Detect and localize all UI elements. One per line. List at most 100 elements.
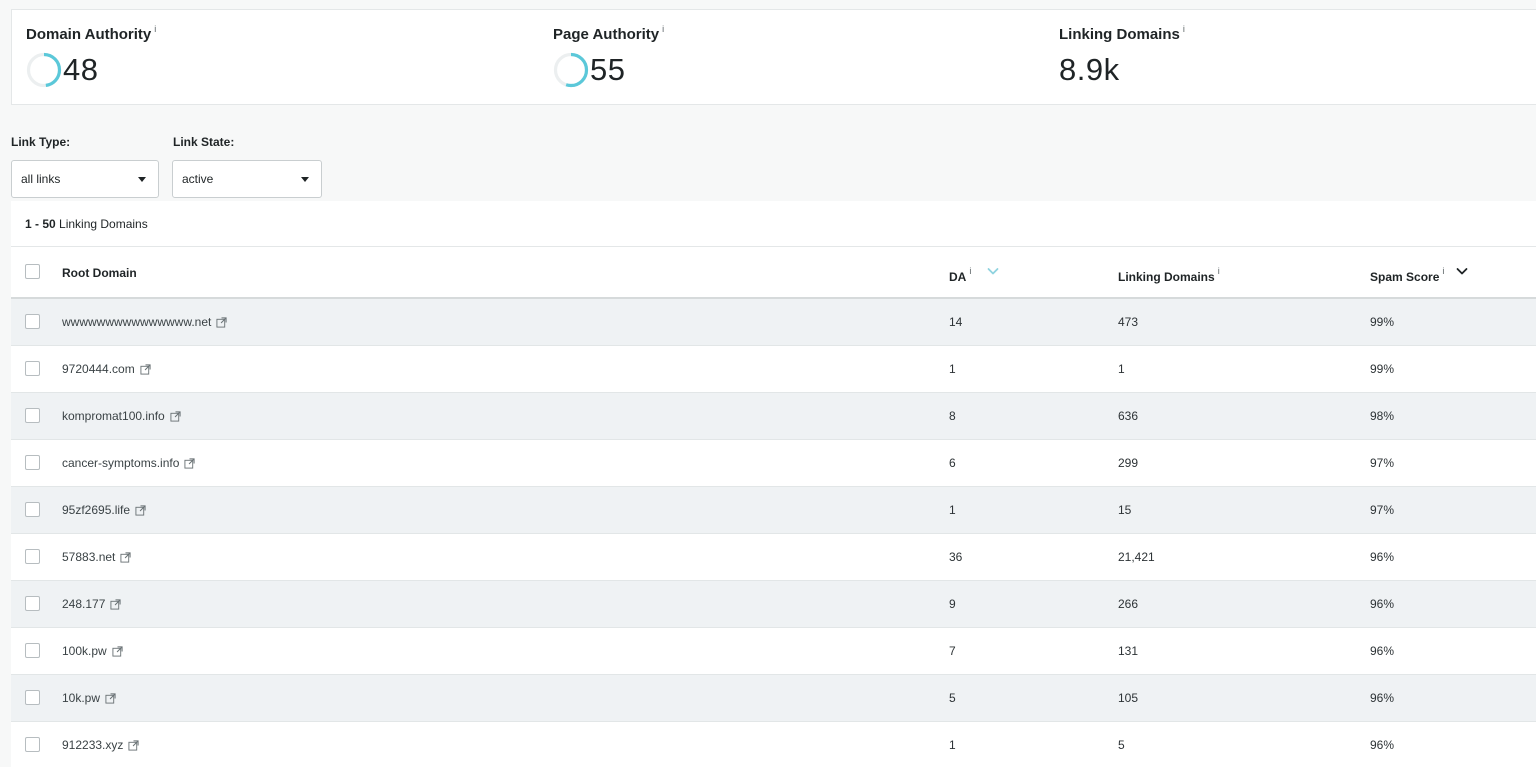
metric-value: 8.9k bbox=[1059, 52, 1120, 87]
root-domain-cell: cancer-symptoms.info bbox=[62, 456, 195, 470]
page-authority-ring bbox=[553, 52, 589, 88]
linking-domains-table: 1 - 50 Linking Domains Root Domain DA i L… bbox=[11, 201, 1536, 767]
spam-score-cell: 97% bbox=[1370, 456, 1395, 470]
link-type-value: all links bbox=[21, 172, 61, 186]
column-root-domain[interactable]: Root Domain bbox=[62, 266, 137, 280]
da-cell: 36 bbox=[949, 550, 963, 564]
linking-domains-cell: 473 bbox=[1118, 315, 1139, 329]
spam-score-cell: 97% bbox=[1370, 503, 1395, 517]
info-icon[interactable]: i bbox=[1182, 24, 1185, 34]
link-state-value: active bbox=[182, 172, 214, 186]
root-domain-link[interactable]: cancer-symptoms.info bbox=[62, 456, 180, 470]
info-icon[interactable]: i bbox=[969, 266, 972, 276]
root-domain-cell: kompromat100.info bbox=[62, 409, 181, 423]
spam-score-cell: 96% bbox=[1370, 550, 1395, 564]
table-row: cancer-symptoms.info 6 299 97% bbox=[11, 440, 1536, 487]
external-link-icon[interactable] bbox=[184, 457, 195, 469]
root-domain-link[interactable]: wwwwwwwwwwwwwww.net bbox=[62, 315, 212, 329]
root-domain-cell: 57883.net bbox=[62, 550, 131, 564]
chevron-down-icon[interactable] bbox=[1455, 264, 1469, 278]
chevron-down-icon[interactable] bbox=[986, 264, 1000, 278]
da-cell: 9 bbox=[949, 597, 956, 611]
root-domain-link[interactable]: 10k.pw bbox=[62, 691, 101, 705]
linking-domains-cell: 15 bbox=[1118, 503, 1132, 517]
linking-domains-cell: 299 bbox=[1118, 456, 1139, 470]
select-all-checkbox[interactable] bbox=[25, 264, 40, 279]
da-cell: 1 bbox=[949, 362, 956, 376]
da-cell: 7 bbox=[949, 644, 956, 658]
row-checkbox[interactable] bbox=[25, 455, 40, 470]
table-row: 912233.xyz 1 5 96% bbox=[11, 722, 1536, 767]
da-cell: 8 bbox=[949, 409, 956, 423]
root-domain-link[interactable]: 57883.net bbox=[62, 550, 116, 564]
table-header: Root Domain DA i Linking Domains i Spam Sc… bbox=[11, 246, 1536, 299]
spam-score-cell: 99% bbox=[1370, 362, 1395, 376]
row-checkbox[interactable] bbox=[25, 596, 40, 611]
caret-down-icon bbox=[301, 177, 309, 182]
linking-domains-cell: 1 bbox=[1118, 362, 1125, 376]
external-link-icon[interactable] bbox=[120, 551, 131, 563]
external-link-icon[interactable] bbox=[216, 316, 227, 328]
info-icon[interactable]: i bbox=[1217, 266, 1220, 276]
info-icon[interactable]: i bbox=[662, 24, 665, 34]
column-linking-domains[interactable]: Linking Domains i bbox=[1118, 266, 1220, 284]
metrics-panel: Domain Authority i 48 Page Authority i 55 … bbox=[11, 9, 1536, 105]
root-domain-cell: 9720444.com bbox=[62, 362, 151, 376]
external-link-icon[interactable] bbox=[112, 645, 123, 657]
root-domain-cell: 10k.pw bbox=[62, 691, 116, 705]
caret-down-icon bbox=[138, 177, 146, 182]
root-domain-link[interactable]: 9720444.com bbox=[62, 362, 135, 376]
row-checkbox[interactable] bbox=[25, 408, 40, 423]
column-da[interactable]: DA i bbox=[949, 266, 972, 284]
table-row: 100k.pw 7 131 96% bbox=[11, 628, 1536, 675]
row-checkbox[interactable] bbox=[25, 737, 40, 752]
linking-domains-cell: 636 bbox=[1118, 409, 1139, 423]
linking-domains-cell: 266 bbox=[1118, 597, 1139, 611]
da-cell: 1 bbox=[949, 738, 956, 752]
root-domain-link[interactable]: 912233.xyz bbox=[62, 738, 124, 752]
root-domain-link[interactable]: 248.177 bbox=[62, 597, 106, 611]
row-checkbox[interactable] bbox=[25, 690, 40, 705]
external-link-icon[interactable] bbox=[128, 739, 139, 751]
row-checkbox[interactable] bbox=[25, 643, 40, 658]
root-domain-cell: 100k.pw bbox=[62, 644, 123, 658]
spam-score-cell: 96% bbox=[1370, 738, 1395, 752]
row-checkbox[interactable] bbox=[25, 361, 40, 376]
link-type-select[interactable]: all links bbox=[11, 160, 159, 198]
root-domain-cell: 95zf2695.life bbox=[62, 503, 146, 517]
info-icon[interactable]: i bbox=[1442, 266, 1445, 276]
external-link-icon[interactable] bbox=[140, 363, 151, 375]
info-icon[interactable]: i bbox=[154, 24, 157, 34]
root-domain-cell: 248.177 bbox=[62, 597, 121, 611]
row-checkbox[interactable] bbox=[25, 502, 40, 517]
table-row: 9720444.com 1 1 99% bbox=[11, 346, 1536, 393]
spam-score-cell: 96% bbox=[1370, 644, 1395, 658]
table-row: kompromat100.info 8 636 98% bbox=[11, 393, 1536, 440]
root-domain-cell: wwwwwwwwwwwwwww.net bbox=[62, 315, 227, 329]
root-domain-link[interactable]: 95zf2695.life bbox=[62, 503, 131, 517]
external-link-icon[interactable] bbox=[110, 598, 121, 610]
table-row: 95zf2695.life 1 15 97% bbox=[11, 487, 1536, 534]
metric-value: 48 bbox=[63, 52, 99, 87]
spam-score-cell: 99% bbox=[1370, 315, 1395, 329]
spam-score-cell: 96% bbox=[1370, 691, 1395, 705]
external-link-icon[interactable] bbox=[105, 692, 116, 704]
link-state-select[interactable]: active bbox=[172, 160, 322, 198]
metric-title: Page Authority i bbox=[553, 24, 665, 43]
results-count: 1 - 50 Linking Domains bbox=[25, 217, 148, 231]
root-domain-link[interactable]: 100k.pw bbox=[62, 644, 107, 658]
root-domain-link[interactable]: kompromat100.info bbox=[62, 409, 165, 423]
external-link-icon[interactable] bbox=[170, 410, 181, 422]
column-spam-score[interactable]: Spam Score i bbox=[1370, 266, 1445, 284]
linking-domains-cell: 5 bbox=[1118, 738, 1125, 752]
table-row: 10k.pw 5 105 96% bbox=[11, 675, 1536, 722]
table-row: wwwwwwwwwwwwwww.net 14 473 99% bbox=[11, 299, 1536, 346]
row-checkbox[interactable] bbox=[25, 314, 40, 329]
domain-authority-ring bbox=[26, 52, 62, 88]
metric-title: Linking Domains i bbox=[1059, 24, 1185, 43]
row-checkbox[interactable] bbox=[25, 549, 40, 564]
metric-value: 55 bbox=[590, 52, 626, 87]
da-cell: 6 bbox=[949, 456, 956, 470]
da-cell: 1 bbox=[949, 503, 956, 517]
external-link-icon[interactable] bbox=[135, 504, 146, 516]
